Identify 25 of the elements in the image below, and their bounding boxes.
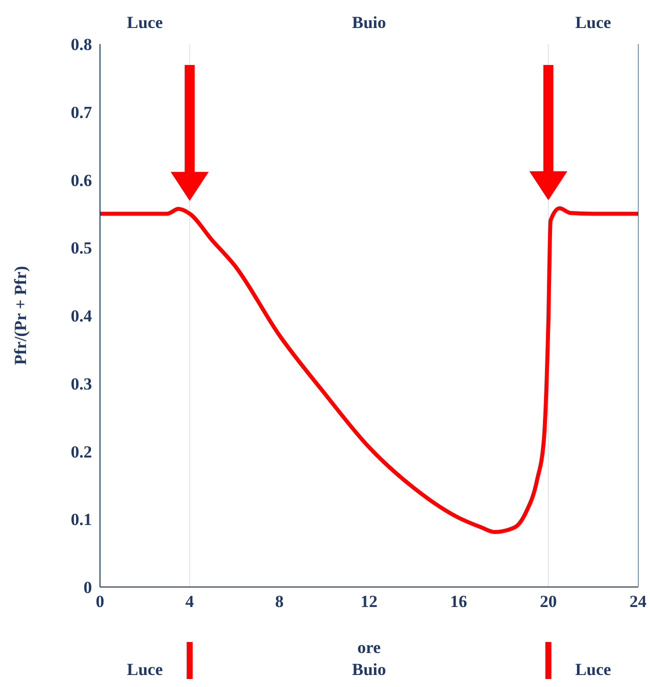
y-tick-label: 0.6 <box>70 170 92 190</box>
x-tick-label: 8 <box>275 592 284 612</box>
y-tick-label: 0.8 <box>70 35 92 54</box>
x-tick-label: 0 <box>96 592 104 612</box>
y-tick-label: 0.4 <box>70 306 92 326</box>
x-tick-label: 4 <box>185 592 194 612</box>
band-label: Luce <box>126 13 164 32</box>
x-axis-title: ore <box>357 638 382 657</box>
text: Luce <box>126 660 163 679</box>
x-tick-label: 16 <box>450 592 468 612</box>
text: Buio <box>352 660 386 679</box>
x-tick-label: 24 <box>630 592 647 612</box>
line-series <box>100 206 638 534</box>
y-tick-label: 0.1 <box>70 510 92 530</box>
y-tick-label: 0 <box>84 578 92 598</box>
y-axis-title: Pfr/(Pr + Pfr) <box>11 266 30 366</box>
y-tick-label: 0.7 <box>70 102 92 122</box>
y-tick-label: 0.5 <box>70 238 92 258</box>
band-label: Buio <box>352 13 386 32</box>
y-tick-label: 0.2 <box>70 442 92 462</box>
text: Luce <box>575 660 612 679</box>
x-tick-label: 12 <box>360 592 378 612</box>
x-tick-label: 20 <box>540 592 557 612</box>
y-tick-label: 0.3 <box>70 374 92 394</box>
band-label: Luce <box>575 13 612 32</box>
